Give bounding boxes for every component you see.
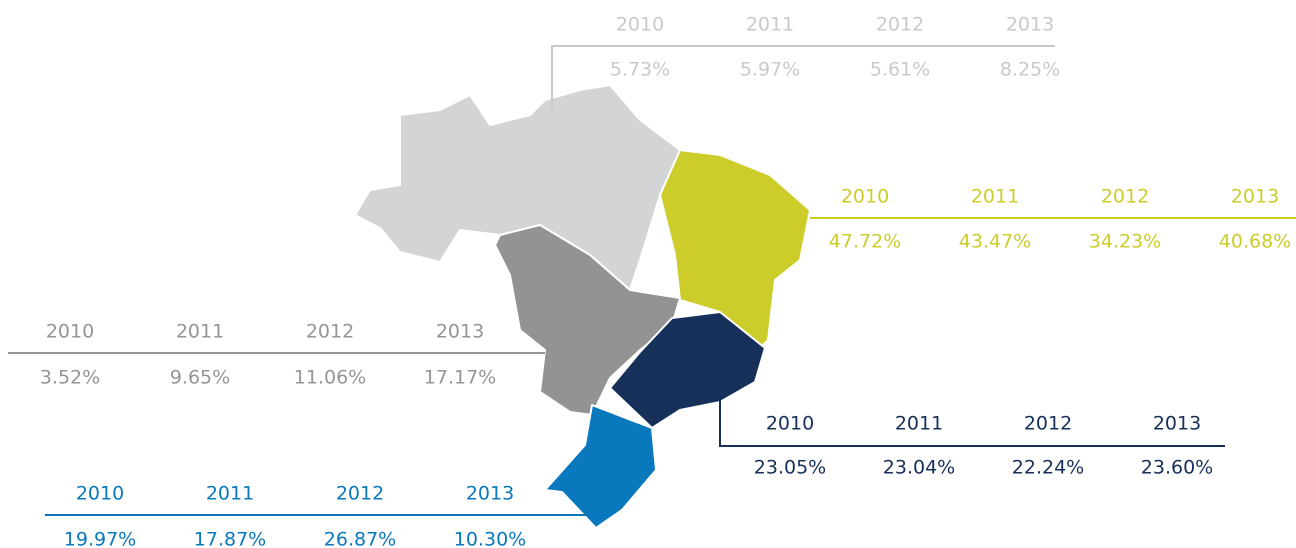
year-label: 2012 (876, 14, 924, 36)
year-label: 2013 (1231, 186, 1279, 208)
year-label: 2011 (895, 413, 943, 435)
region-southeast (609, 311, 766, 429)
value-label: 40.68% (1219, 231, 1291, 253)
value-label: 5.73% (610, 59, 670, 81)
brazil-map (354, 84, 811, 529)
value-label: 23.60% (1141, 457, 1213, 479)
region-center-west (494, 224, 681, 416)
value-label: 47.72% (829, 231, 901, 253)
value-label: 11.06% (294, 367, 366, 389)
year-label: 2012 (336, 483, 384, 505)
year-label: 2013 (1153, 413, 1201, 435)
region-south (544, 404, 657, 529)
year-label: 2012 (1101, 186, 1149, 208)
year-label: 2011 (206, 483, 254, 505)
year-label: 2012 (1024, 413, 1072, 435)
year-label: 2011 (176, 321, 224, 343)
leader-southeast (719, 398, 1225, 447)
year-label: 2012 (306, 321, 354, 343)
region-northeast (659, 149, 811, 349)
year-label: 2010 (76, 483, 124, 505)
value-label: 17.87% (194, 529, 266, 548)
value-label: 43.47% (959, 231, 1031, 253)
region-north (354, 84, 681, 291)
value-label: 22.24% (1012, 457, 1084, 479)
value-label: 9.65% (170, 367, 230, 389)
value-label: 23.04% (883, 457, 955, 479)
value-label: 19.97% (64, 529, 136, 548)
value-label: 17.17% (424, 367, 496, 389)
leader-north (551, 45, 1055, 110)
value-label: 5.61% (870, 59, 930, 81)
year-label: 2010 (616, 14, 664, 36)
year-label: 2011 (971, 186, 1019, 208)
value-label: 34.23% (1089, 231, 1161, 253)
year-label: 2013 (466, 483, 514, 505)
value-label: 5.97% (740, 59, 800, 81)
value-label: 26.87% (324, 529, 396, 548)
year-label: 2010 (766, 413, 814, 435)
year-label: 2013 (1006, 14, 1054, 36)
year-label: 2013 (436, 321, 484, 343)
year-label: 2010 (46, 321, 94, 343)
value-label: 3.52% (40, 367, 100, 389)
year-label: 2011 (746, 14, 794, 36)
year-label: 2010 (841, 186, 889, 208)
value-label: 23.05% (754, 457, 826, 479)
value-label: 8.25% (1000, 59, 1060, 81)
leader-lines (8, 45, 1296, 516)
value-label: 10.30% (454, 529, 526, 548)
